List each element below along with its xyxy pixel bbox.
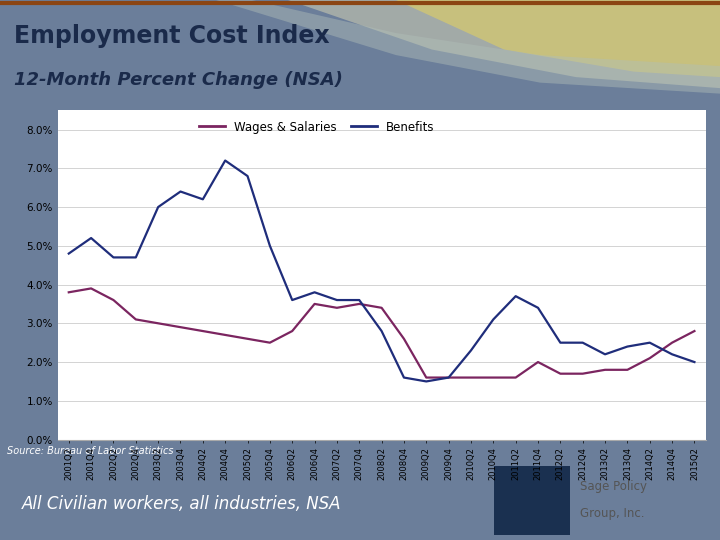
- Legend: Wages & Salaries, Benefits: Wages & Salaries, Benefits: [194, 116, 440, 138]
- Text: 12-Month Percent Change (NSA): 12-Month Percent Change (NSA): [14, 71, 343, 89]
- Polygon shape: [216, 0, 720, 93]
- FancyBboxPatch shape: [494, 465, 570, 535]
- Text: Group, Inc.: Group, Inc.: [580, 508, 645, 521]
- Text: Source: Bureau of Labor Statistics: Source: Bureau of Labor Statistics: [7, 446, 174, 456]
- Polygon shape: [396, 0, 720, 77]
- Text: Employment Cost Index: Employment Cost Index: [14, 24, 330, 48]
- Text: Sage Policy: Sage Policy: [580, 480, 647, 492]
- Text: All Civilian workers, all industries, NSA: All Civilian workers, all industries, NS…: [22, 495, 341, 513]
- Polygon shape: [288, 0, 720, 88]
